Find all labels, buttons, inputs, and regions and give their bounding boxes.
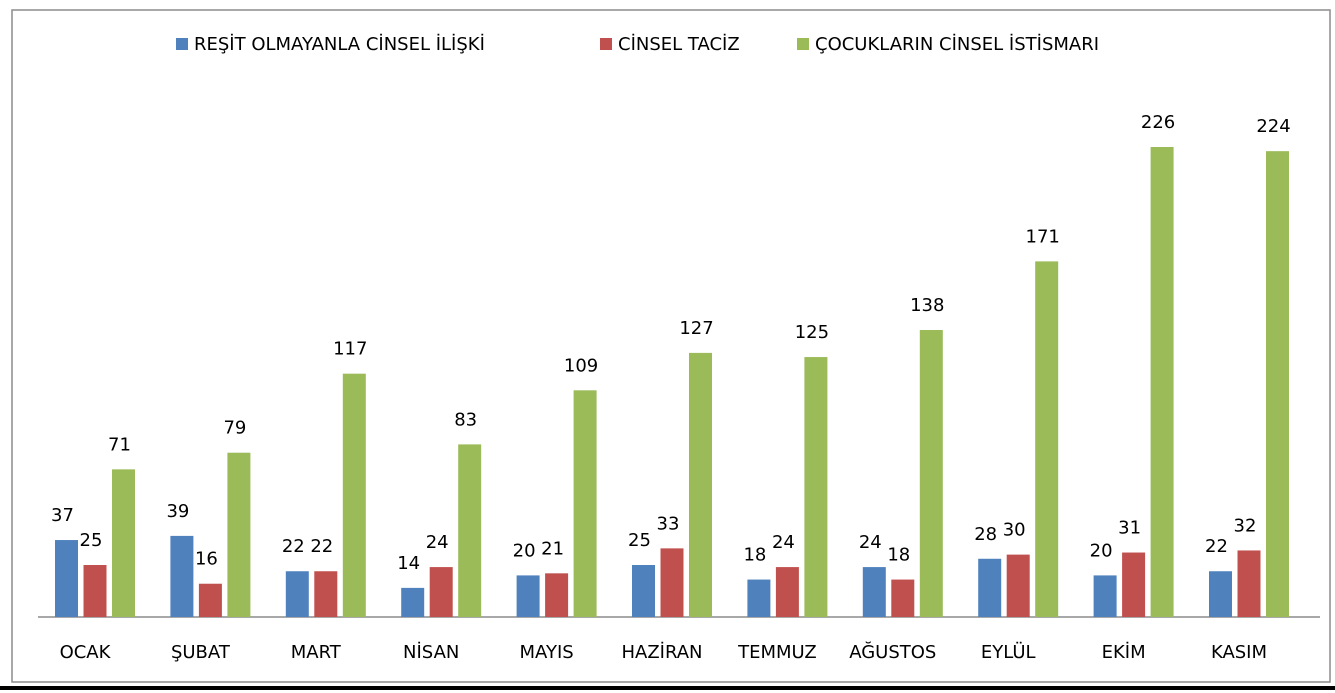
- data-label: 171: [1026, 226, 1060, 247]
- bar: [573, 390, 597, 617]
- bar: [891, 579, 915, 617]
- data-label: 20: [513, 540, 536, 561]
- legend-swatch: [797, 38, 809, 50]
- data-label: 117: [333, 339, 367, 360]
- data-label: 127: [679, 318, 713, 339]
- data-label: 226: [1141, 112, 1175, 133]
- data-label: 20: [1090, 540, 1113, 561]
- data-label: 25: [628, 530, 651, 551]
- data-label: 24: [859, 532, 882, 553]
- data-label: 16: [195, 549, 218, 570]
- bar: [458, 444, 482, 617]
- data-label: 22: [1205, 536, 1228, 557]
- bar: [775, 567, 799, 617]
- bar: [1150, 147, 1174, 617]
- x-tick-label: NİSAN: [403, 642, 459, 663]
- bar: [919, 330, 943, 617]
- data-label: 24: [426, 532, 449, 553]
- data-label: 79: [223, 418, 246, 439]
- data-label: 22: [282, 536, 305, 557]
- bar: [1093, 575, 1117, 617]
- data-label: 28: [974, 524, 997, 545]
- x-tick-label: TEMMUZ: [737, 642, 817, 663]
- legend-label: ÇOCUKLARIN CİNSEL İSTİSMARI: [815, 34, 1099, 55]
- bar: [55, 540, 78, 617]
- x-tick-label: MART: [291, 642, 342, 663]
- bar: [198, 583, 222, 617]
- data-label: 109: [564, 355, 598, 376]
- x-tick-label: EKİM: [1102, 642, 1146, 663]
- bar: [689, 352, 712, 617]
- x-tick-label: HAZİRAN: [621, 642, 702, 663]
- bar: [747, 579, 771, 617]
- bar: [83, 565, 107, 617]
- data-label: 37: [51, 505, 74, 526]
- data-label: 32: [1234, 515, 1257, 536]
- data-label: 24: [772, 532, 795, 553]
- bar: [660, 548, 684, 617]
- data-label: 25: [80, 530, 103, 551]
- data-label: 83: [454, 409, 477, 430]
- bar: [632, 565, 655, 617]
- data-label: 30: [1003, 520, 1026, 541]
- legend-label: REŞİT OLMAYANLA CİNSEL İLİŞKİ: [194, 34, 485, 55]
- data-label: 125: [795, 322, 829, 343]
- bar: [1006, 554, 1030, 617]
- x-tick-label: EYLÜL: [981, 641, 1036, 663]
- bar: [545, 573, 569, 617]
- bar: [1237, 550, 1261, 617]
- bar: [227, 452, 251, 617]
- data-label: 31: [1118, 518, 1141, 539]
- legend-label: CİNSEL TACİZ: [618, 34, 740, 55]
- data-label: 33: [657, 513, 680, 534]
- legend-swatch: [176, 38, 188, 50]
- data-label: 138: [910, 295, 944, 316]
- bar: [1035, 261, 1059, 617]
- x-tick-label: KASIM: [1211, 642, 1267, 663]
- bar: [314, 571, 338, 617]
- bar: [1209, 571, 1232, 617]
- x-tick-label: ŞUBAT: [171, 642, 231, 663]
- bar: [342, 373, 366, 617]
- bar: [862, 567, 886, 617]
- bar: [1266, 151, 1289, 617]
- bar: [804, 357, 828, 617]
- data-label: 39: [166, 501, 189, 522]
- data-label: 18: [887, 545, 910, 566]
- data-label: 14: [397, 553, 420, 574]
- data-label: 71: [108, 434, 131, 455]
- data-label: 22: [310, 536, 333, 557]
- bar: [285, 571, 309, 617]
- bar: [112, 469, 135, 617]
- legend-swatch: [600, 38, 612, 50]
- bar: [401, 587, 425, 617]
- data-label: 18: [743, 545, 766, 566]
- bar: [429, 567, 453, 617]
- x-tick-label: OCAK: [60, 642, 112, 663]
- bar: [170, 535, 194, 617]
- x-tick-label: MAYIS: [520, 642, 574, 663]
- bar: [1122, 552, 1146, 617]
- bottom-rule: [0, 686, 1335, 690]
- data-label: 21: [541, 538, 564, 559]
- data-label: 224: [1256, 116, 1290, 137]
- bar: [516, 575, 540, 617]
- x-tick-label: AĞUSTOS: [849, 641, 936, 663]
- bar: [978, 558, 1002, 617]
